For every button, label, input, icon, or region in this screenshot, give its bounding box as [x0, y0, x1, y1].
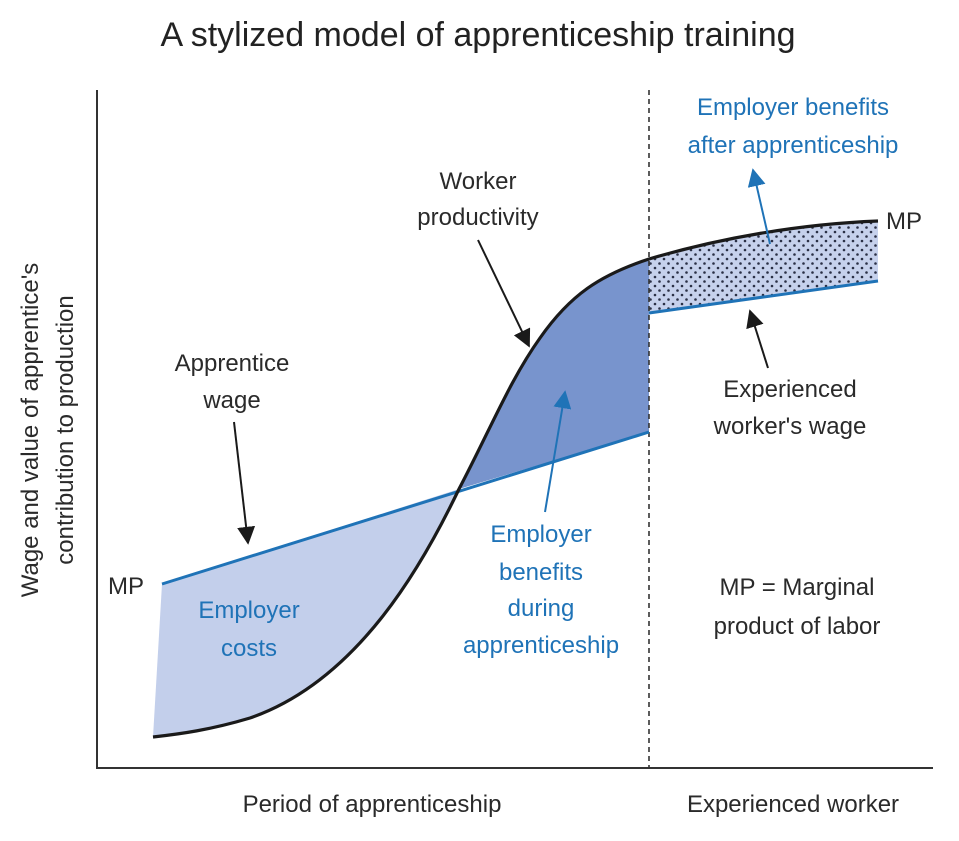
- experienced-wage-line: [648, 279, 879, 315]
- benefits-during-line-3: during: [508, 595, 575, 622]
- employer-benefits-during-region: [459, 259, 649, 489]
- apprentice-wage-label: Apprentice wage: [175, 350, 290, 414]
- mp-definition-line-1: MP = Marginal: [720, 574, 875, 601]
- x-axis-period-label: Period of apprenticeship: [243, 791, 502, 818]
- x-axis-experienced-label: Experienced worker: [687, 791, 899, 818]
- experienced-wage-arrow: [746, 309, 769, 369]
- benefits-after-arrow: [747, 168, 771, 245]
- benefits-during-line-1: Employer: [490, 521, 591, 548]
- employer-costs-label: Employer costs: [198, 597, 299, 662]
- mp-right-label: MP: [886, 208, 922, 235]
- mp-left-label: MP: [108, 573, 144, 600]
- experienced-wage-line-2: worker's wage: [713, 413, 867, 440]
- employer-benefits-during-label: Employer benefits during apprenticeship: [463, 521, 619, 659]
- apprentice-wage-line: [161, 430, 650, 586]
- employer-benefits-after-label: Employer benefits after apprenticeship: [688, 94, 899, 159]
- worker-productivity-line-2: productivity: [417, 204, 538, 231]
- benefits-after-line-2: after apprenticeship: [688, 132, 899, 159]
- mp-definition-note: MP = Marginal product of labor: [714, 574, 881, 640]
- benefits-during-line-2: benefits: [499, 559, 583, 586]
- y-axis-title-line-1: Wage and value of apprentice's: [17, 263, 44, 598]
- worker-productivity-label: Worker productivity: [417, 168, 538, 231]
- experienced-wage-line-1: Experienced: [723, 376, 856, 403]
- employer-costs-line-1: Employer: [198, 597, 299, 624]
- chart-title: A stylized model of apprenticeship train…: [160, 16, 795, 54]
- employer-costs-line-2: costs: [221, 635, 277, 662]
- benefits-after-line-1: Employer benefits: [697, 94, 889, 121]
- y-axis-title-line-2: contribution to production: [52, 295, 79, 565]
- mp-definition-line-2: product of labor: [714, 613, 881, 640]
- worker-productivity-curve: [152, 219, 879, 739]
- apprentice-wage-line-1: Apprentice: [175, 350, 290, 377]
- benefits-during-line-4: apprenticeship: [463, 632, 619, 659]
- apprentice-wage-arrow: [233, 421, 256, 545]
- apprentice-wage-line-2: wage: [202, 387, 260, 414]
- experienced-wage-label: Experienced worker's wage: [713, 376, 867, 440]
- y-axis-title: Wage and value of apprentice's contribut…: [17, 263, 79, 598]
- worker-productivity-line-1: Worker: [440, 168, 517, 195]
- benefits-during-arrow: [544, 390, 572, 513]
- employer-costs-region: [153, 489, 459, 737]
- worker-productivity-arrow: [477, 239, 531, 348]
- employer-benefits-after-region: [649, 221, 878, 313]
